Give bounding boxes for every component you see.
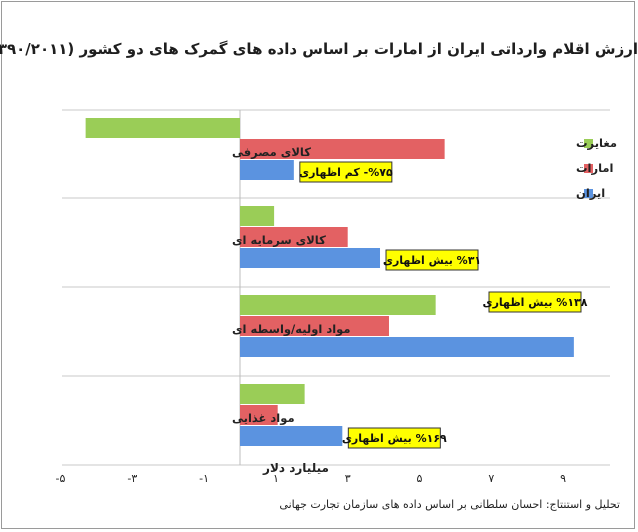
bar xyxy=(240,248,381,268)
x-tick-label: ۹ xyxy=(560,472,566,485)
x-tick-label: ۳ xyxy=(345,472,351,485)
x-tick-label: -۵ xyxy=(56,472,66,485)
x-tick-label: -۳ xyxy=(127,472,137,485)
category-label: کالای سرمایه ای xyxy=(232,233,326,247)
x-axis-label: میلیارد دلار xyxy=(262,461,329,475)
source-credit: تحلیل و استنتاج: احسان سلطانی بر اساس دا… xyxy=(279,498,620,511)
bar xyxy=(240,337,574,357)
annotation-label: %۷۵- کم اظهاری xyxy=(299,166,393,179)
annotation-box xyxy=(488,291,582,313)
bar xyxy=(240,384,305,404)
bar xyxy=(240,206,275,226)
bar xyxy=(240,160,294,180)
annotation-box xyxy=(347,427,441,449)
legend-swatch xyxy=(584,139,593,148)
x-tick-label: -۱ xyxy=(199,472,209,485)
annotation-label: %۱۶۹ بیش اظهاری xyxy=(342,432,447,445)
legend-label: ایران xyxy=(576,186,605,200)
bar xyxy=(240,295,436,315)
annotation-label: %۳۱ بیش اظهاری xyxy=(383,254,481,267)
annotation-label: %۱۳۸ بیش اظهاری xyxy=(483,296,588,309)
category-label: کالای مصرفی xyxy=(232,145,311,159)
annotation-box xyxy=(385,249,479,271)
legend-swatch xyxy=(584,189,593,198)
bar xyxy=(240,426,343,446)
chart-title: ارزش اقلام وارداتی ایران از امارات بر اس… xyxy=(0,40,638,58)
x-tick-label: ۵ xyxy=(417,472,423,485)
legend-swatch xyxy=(584,164,593,173)
bar xyxy=(240,405,278,425)
category-label: مواد اولیه/واسطه ای xyxy=(232,322,351,337)
category-label: مواد غذایی xyxy=(232,411,295,426)
annotation-box xyxy=(299,161,393,183)
bar xyxy=(240,139,445,159)
bar xyxy=(240,316,389,336)
x-tick-label: ۱ xyxy=(273,472,279,485)
bar xyxy=(240,227,348,247)
bar xyxy=(85,118,240,138)
x-tick-label: ۷ xyxy=(488,472,494,485)
legend-label: امارات xyxy=(576,161,614,175)
legend-label: مغایرت xyxy=(576,136,617,150)
